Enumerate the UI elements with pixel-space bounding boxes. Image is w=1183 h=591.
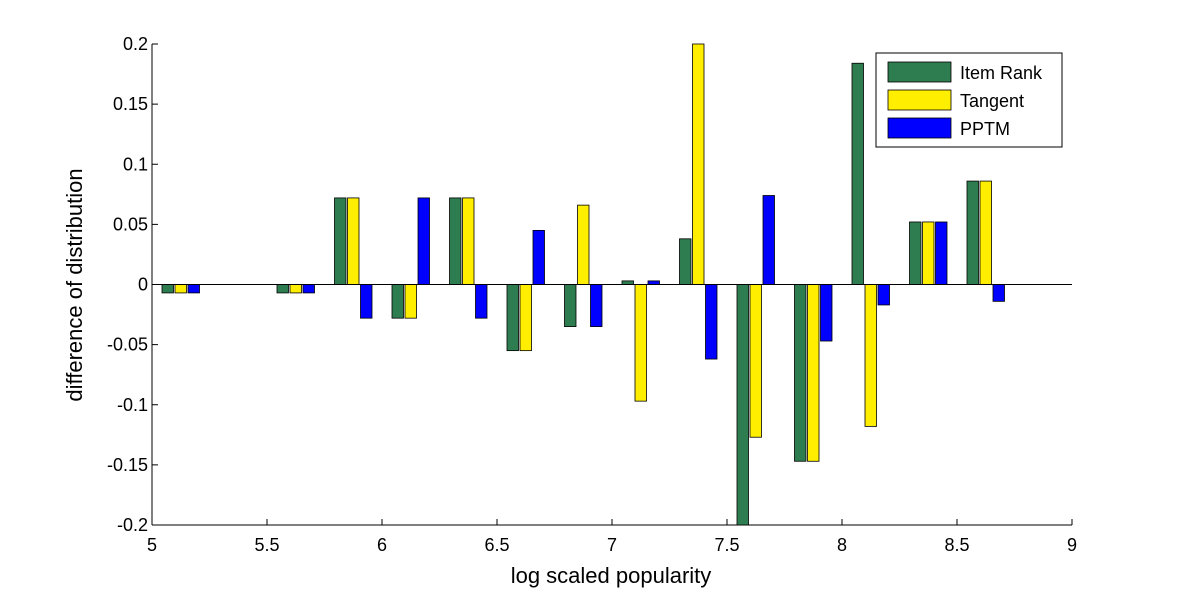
x-tick-label: 6 [377, 535, 387, 555]
bar [679, 238, 692, 285]
bar [334, 197, 347, 285]
bar [864, 284, 877, 427]
bar [404, 284, 417, 319]
bar [692, 43, 705, 285]
bar [475, 284, 488, 319]
bar [289, 284, 302, 294]
series-tangent [174, 43, 992, 462]
plot-area [151, 43, 1072, 526]
x-tick-label: 9 [1067, 535, 1077, 555]
legend-label: Item Rank [960, 63, 1043, 83]
y-tick-label: 0.1 [123, 154, 148, 174]
x-tick-label: 8 [837, 535, 847, 555]
y-tick-label: 0.15 [113, 94, 148, 114]
bar [909, 221, 922, 285]
series-item-rank [161, 62, 979, 526]
x-tick-label: 7.5 [714, 535, 739, 555]
y-tick-label: -0.15 [107, 455, 148, 475]
bar [634, 284, 647, 402]
bar [851, 62, 864, 285]
bar [705, 284, 718, 360]
x-tick-label: 5 [147, 535, 157, 555]
y-tick-label: 0 [138, 275, 148, 295]
bar [590, 284, 603, 327]
bar [922, 221, 935, 285]
bar [877, 284, 890, 306]
y-tick-label: -0.05 [107, 335, 148, 355]
y-axis-title: difference of distribution [62, 168, 87, 401]
bar [736, 284, 749, 526]
bar [966, 180, 979, 285]
x-axis-title: log scaled popularity [511, 563, 712, 588]
bar [935, 221, 948, 285]
bar [807, 284, 820, 462]
bar [506, 284, 519, 352]
bar [174, 284, 187, 294]
bar [647, 280, 660, 285]
bar [161, 284, 174, 294]
bar [449, 197, 462, 285]
y-tick-label: -0.2 [117, 515, 148, 535]
bar [391, 284, 404, 319]
bar [417, 197, 430, 285]
x-tick-label: 5.5 [254, 535, 279, 555]
bar [462, 197, 475, 285]
bar [762, 195, 775, 285]
y-tick-label: 0.05 [113, 214, 148, 234]
legend-swatch [887, 89, 952, 111]
bar [794, 284, 807, 462]
bar [276, 284, 289, 294]
legend: Item Rank Tangent PPTM [875, 52, 1063, 148]
bar [519, 284, 532, 352]
legend-swatch [887, 61, 952, 83]
y-axis: -0.2 -0.15 -0.1 -0.05 0 0.05 0.1 0.15 0.2 [107, 34, 158, 535]
legend-label: PPTM [960, 119, 1010, 139]
bar [347, 197, 360, 285]
bar [564, 284, 577, 327]
bar [820, 284, 833, 342]
bar [360, 284, 373, 319]
x-tick-label: 7 [607, 535, 617, 555]
bar [621, 280, 634, 285]
bar [577, 204, 590, 285]
y-tick-label: -0.1 [117, 395, 148, 415]
legend-swatch [887, 117, 952, 139]
bar [187, 284, 200, 294]
bar [302, 284, 315, 294]
x-axis: 5 5.5 6 6.5 7 7.5 8 8.5 9 [147, 519, 1077, 555]
x-tick-label: 8.5 [944, 535, 969, 555]
bar [979, 180, 992, 285]
series-pptm [187, 195, 1005, 360]
bar [532, 229, 545, 285]
y-tick-label: 0.2 [123, 34, 148, 54]
x-tick-label: 6.5 [484, 535, 509, 555]
legend-label: Tangent [960, 91, 1024, 111]
bar [992, 284, 1005, 302]
bar [749, 284, 762, 438]
